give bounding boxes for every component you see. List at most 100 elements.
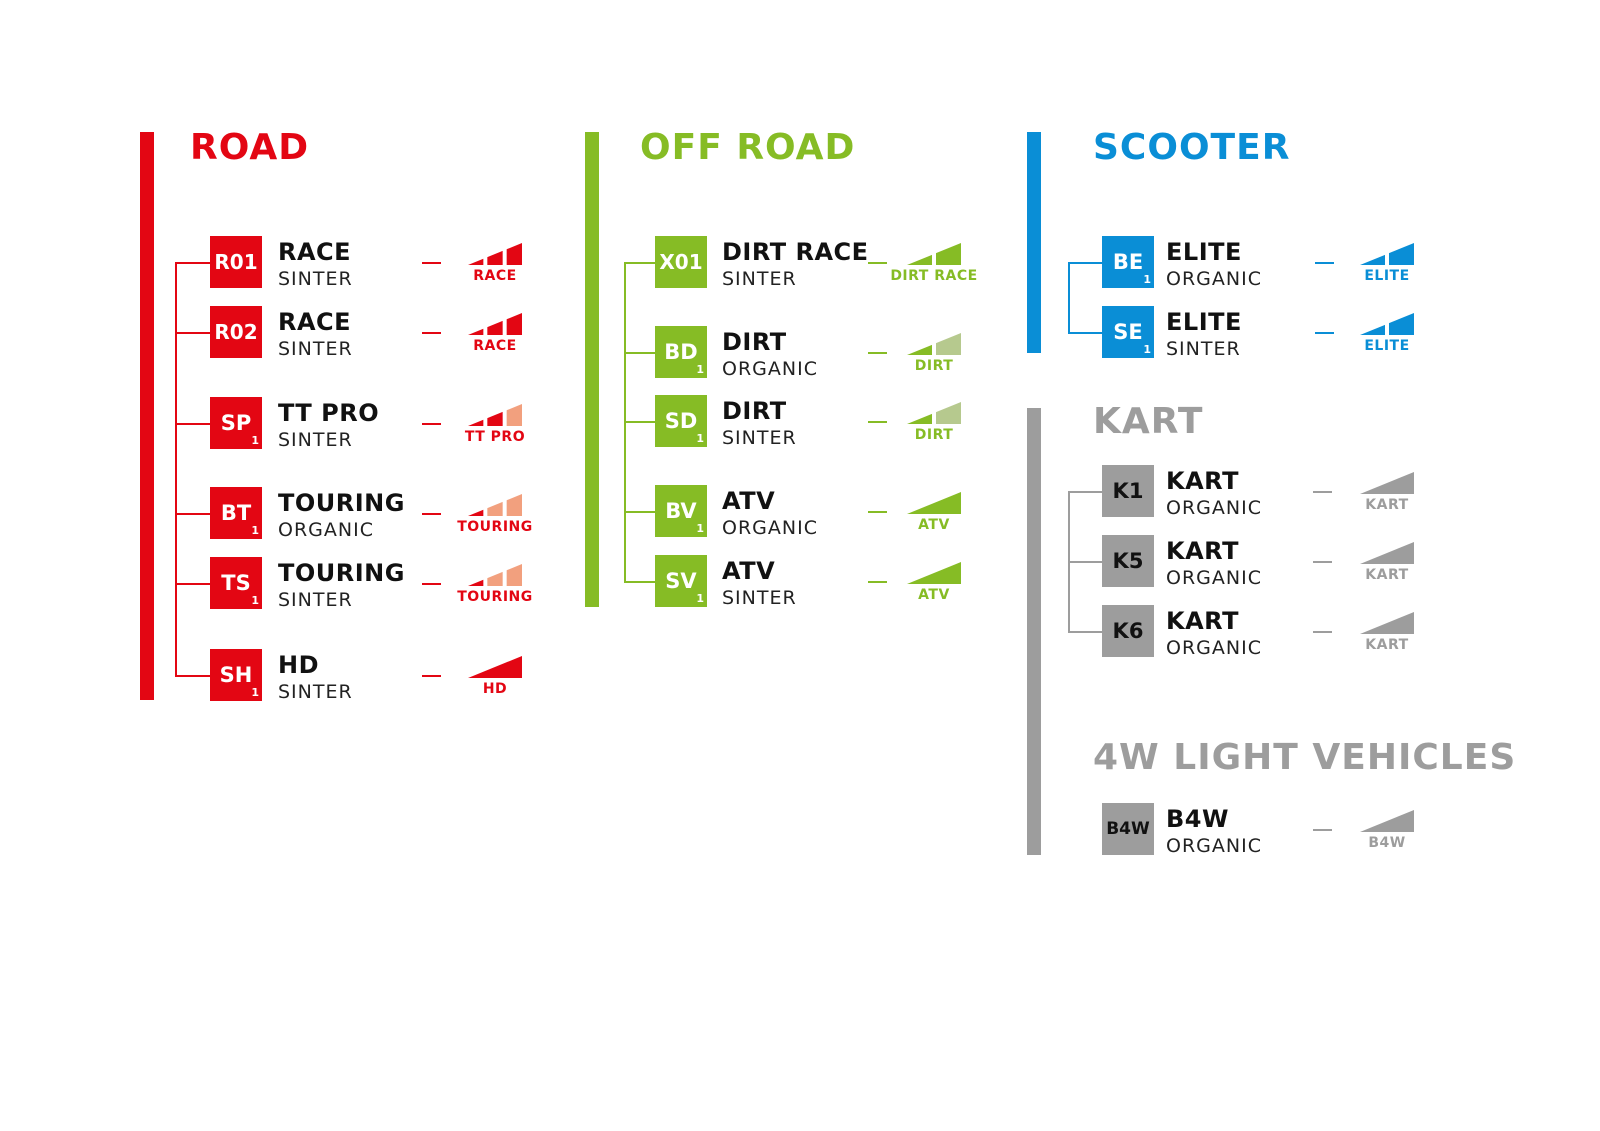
performance-meter-icon	[468, 494, 522, 516]
meter-segment	[907, 562, 961, 584]
meter-label: DIRT	[914, 427, 954, 443]
product-name: KART	[1166, 467, 1239, 495]
product-name: TOURING	[278, 489, 405, 517]
product-material: ORGANIC	[1166, 835, 1262, 857]
product-material: ORGANIC	[722, 358, 818, 380]
tree-branch	[175, 262, 210, 264]
connector-dash	[868, 581, 887, 583]
product-material: SINTER	[278, 589, 353, 611]
meter-segment	[1389, 243, 1414, 265]
meter-segment	[1360, 542, 1414, 564]
meter-segment	[468, 419, 484, 426]
connector-dash	[1315, 262, 1334, 264]
product-material: ORGANIC	[1166, 268, 1262, 290]
meter-segment	[487, 250, 503, 265]
performance-meter-icon	[907, 333, 961, 355]
performance-meter-icon	[907, 492, 961, 514]
meter-label: DIRT	[914, 358, 954, 374]
badge-code: BV	[665, 499, 697, 523]
badge-subscript: 1	[251, 434, 259, 447]
tree-branch	[175, 513, 210, 515]
badge-code: SP	[220, 411, 252, 435]
meter-label: HD	[482, 681, 508, 697]
meter-segment	[1389, 313, 1414, 335]
section-heading-kart: KART	[1093, 401, 1204, 442]
product-name: KART	[1166, 537, 1239, 565]
product-material: SINTER	[278, 268, 353, 290]
meter-label: KART	[1365, 637, 1409, 653]
meter-segment	[1360, 810, 1414, 832]
performance-meter-icon	[468, 243, 522, 265]
product-material: ORGANIC	[278, 519, 374, 541]
meter-segment	[506, 313, 522, 335]
product-code-badge: K1	[1102, 465, 1154, 517]
meter-segment	[1360, 324, 1385, 335]
badge-code: SV	[665, 569, 697, 593]
section-heading-road: ROAD	[190, 127, 310, 168]
meter-segment	[506, 243, 522, 265]
performance-meter-icon	[468, 564, 522, 586]
badge-code: K5	[1112, 549, 1144, 573]
performance-meter-icon	[468, 313, 522, 335]
performance-meter-icon	[1360, 313, 1414, 335]
section-heading-light4w: 4W LIGHT VEHICLES	[1093, 737, 1517, 778]
tree-branch	[175, 332, 210, 334]
badge-code: K6	[1112, 619, 1144, 643]
meter-segment	[468, 328, 484, 335]
meter-segment	[907, 413, 932, 424]
product-material: ORGANIC	[1166, 637, 1262, 659]
meter-label: TOURING	[457, 519, 533, 535]
product-material: ORGANIC	[1166, 567, 1262, 589]
tree-trunk	[175, 262, 177, 675]
connector-dash	[422, 513, 441, 515]
badge-subscript: 1	[696, 592, 704, 605]
performance-meter-icon	[1360, 542, 1414, 564]
meter-label: ELITE	[1364, 338, 1410, 354]
product-material: SINTER	[278, 681, 353, 703]
meter-segment	[936, 402, 961, 424]
meter-segment	[468, 258, 484, 265]
product-code-badge: BV 1	[655, 485, 707, 537]
connector-dash	[868, 352, 887, 354]
meter-segment	[506, 494, 522, 516]
product-code-badge: SV 1	[655, 555, 707, 607]
meter-segment	[468, 509, 484, 516]
performance-meter-icon	[907, 402, 961, 424]
product-name: RACE	[278, 308, 352, 336]
performance-meter-icon	[1360, 243, 1414, 265]
badge-subscript: 1	[696, 432, 704, 445]
meter-label: KART	[1365, 567, 1409, 583]
meter-segment	[487, 571, 503, 586]
tree-branch	[624, 421, 655, 423]
product-name: ELITE	[1166, 238, 1242, 266]
connector-dash	[1313, 561, 1332, 563]
tree-branch	[624, 581, 655, 583]
meter-segment	[936, 243, 961, 265]
product-material: ORGANIC	[722, 517, 818, 539]
product-name: RACE	[278, 238, 352, 266]
product-code-badge: SP 1	[210, 397, 262, 449]
meter-label: ATV	[918, 587, 950, 603]
badge-subscript: 1	[251, 686, 259, 699]
badge-code: R01	[214, 250, 258, 274]
product-name: ELITE	[1166, 308, 1242, 336]
connector-dash	[868, 421, 887, 423]
performance-meter-icon	[907, 243, 961, 265]
performance-meter-icon	[468, 656, 522, 678]
product-code-badge: TS 1	[210, 557, 262, 609]
product-code-badge: B4W	[1102, 803, 1154, 855]
meter-label: RACE	[473, 268, 517, 284]
connector-dash	[422, 332, 441, 334]
product-name: DIRT RACE	[722, 238, 869, 266]
meter-segment	[1360, 612, 1414, 634]
meter-segment	[468, 656, 522, 678]
meter-label: KART	[1365, 497, 1409, 513]
badge-code: SH	[219, 663, 253, 687]
product-material: SINTER	[722, 427, 797, 449]
product-name: KART	[1166, 607, 1239, 635]
product-material: SINTER	[278, 429, 353, 451]
connector-dash	[422, 675, 441, 677]
badge-code: X01	[659, 250, 703, 274]
badge-code: BD	[664, 340, 698, 364]
tree-trunk	[1068, 262, 1070, 332]
